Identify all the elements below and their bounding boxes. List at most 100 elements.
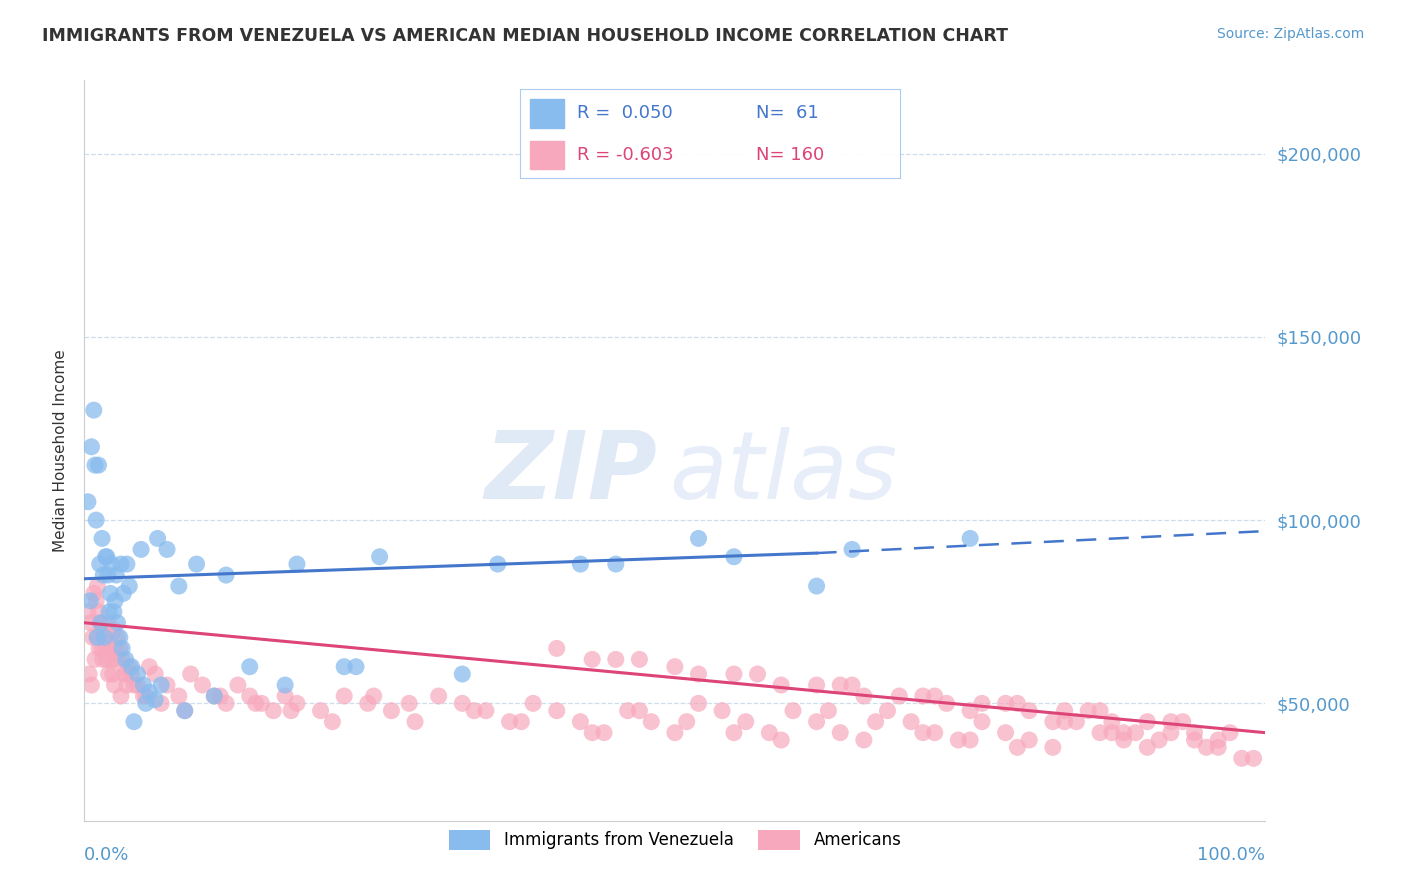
Point <box>1053 714 1076 729</box>
Point <box>380 704 402 718</box>
Point <box>994 725 1017 739</box>
Point <box>688 532 710 546</box>
Point <box>114 667 136 681</box>
Point <box>463 704 485 718</box>
Point <box>104 641 127 656</box>
Text: 100.0%: 100.0% <box>1198 847 1265 864</box>
Text: N= 160: N= 160 <box>755 146 824 164</box>
Point <box>1101 725 1123 739</box>
Point <box>1007 697 1029 711</box>
Point <box>94 641 117 656</box>
Text: R =  0.050: R = 0.050 <box>578 104 673 122</box>
Point <box>688 697 710 711</box>
Point <box>262 704 284 718</box>
Point <box>90 631 112 645</box>
Point <box>841 678 863 692</box>
Point <box>79 593 101 607</box>
Point <box>900 714 922 729</box>
Point <box>146 532 169 546</box>
Point <box>852 689 875 703</box>
Point <box>98 605 121 619</box>
Point <box>581 652 603 666</box>
Text: IMMIGRANTS FROM VENEZUELA VS AMERICAN MEDIAN HOUSEHOLD INCOME CORRELATION CHART: IMMIGRANTS FROM VENEZUELA VS AMERICAN ME… <box>42 27 1008 45</box>
Point <box>427 689 450 703</box>
Point <box>344 659 367 673</box>
Point <box>209 689 232 703</box>
Point <box>1077 704 1099 718</box>
Point <box>970 697 993 711</box>
Point <box>830 678 852 692</box>
Point <box>82 631 104 645</box>
Point <box>948 733 970 747</box>
Point <box>77 667 100 681</box>
Point <box>723 667 745 681</box>
Point <box>280 704 302 718</box>
Point <box>806 579 828 593</box>
Point <box>569 557 592 571</box>
Point <box>1219 725 1241 739</box>
Point <box>1088 725 1111 739</box>
Point <box>100 652 122 666</box>
Point <box>1042 740 1064 755</box>
Text: ZIP: ZIP <box>484 426 657 518</box>
Point <box>959 704 981 718</box>
Point <box>309 704 332 718</box>
Point <box>451 667 474 681</box>
Point <box>97 568 120 582</box>
Point <box>129 542 152 557</box>
Point <box>91 623 114 637</box>
Point <box>924 689 946 703</box>
Point <box>1230 751 1253 765</box>
Point <box>138 659 160 673</box>
Point <box>91 568 114 582</box>
Point <box>83 586 105 600</box>
Point <box>475 704 498 718</box>
Point <box>581 725 603 739</box>
Point <box>108 641 131 656</box>
Point <box>994 697 1017 711</box>
Point <box>1136 740 1159 755</box>
Point <box>605 557 627 571</box>
Point <box>747 667 769 681</box>
Point <box>250 697 273 711</box>
Point <box>1125 725 1147 739</box>
Point <box>274 689 297 703</box>
Point <box>664 659 686 673</box>
Point <box>77 495 100 509</box>
Point <box>959 733 981 747</box>
Point <box>150 697 173 711</box>
Point <box>191 678 214 692</box>
Point <box>1160 714 1182 729</box>
Point <box>80 440 103 454</box>
Point <box>852 733 875 747</box>
Point <box>215 568 238 582</box>
Point <box>404 714 426 729</box>
Point <box>118 579 141 593</box>
Point <box>93 631 115 645</box>
Point <box>83 403 105 417</box>
Point <box>180 667 202 681</box>
Point <box>1206 740 1229 755</box>
Text: 0.0%: 0.0% <box>84 847 129 864</box>
Point <box>80 678 103 692</box>
Point <box>546 704 568 718</box>
Point <box>91 652 114 666</box>
Point <box>98 586 121 600</box>
Point <box>1066 714 1088 729</box>
Point <box>498 714 520 729</box>
Point <box>105 568 128 582</box>
Point <box>711 704 734 718</box>
Point <box>202 689 225 703</box>
Point <box>1184 733 1206 747</box>
Point <box>84 513 107 527</box>
Point <box>173 704 195 718</box>
Point <box>1088 704 1111 718</box>
Point <box>357 697 380 711</box>
Point <box>111 652 134 666</box>
Point <box>90 615 112 630</box>
Point <box>1018 733 1040 747</box>
Point <box>107 631 129 645</box>
Point <box>616 704 638 718</box>
Point <box>114 652 136 666</box>
Point <box>1136 714 1159 729</box>
